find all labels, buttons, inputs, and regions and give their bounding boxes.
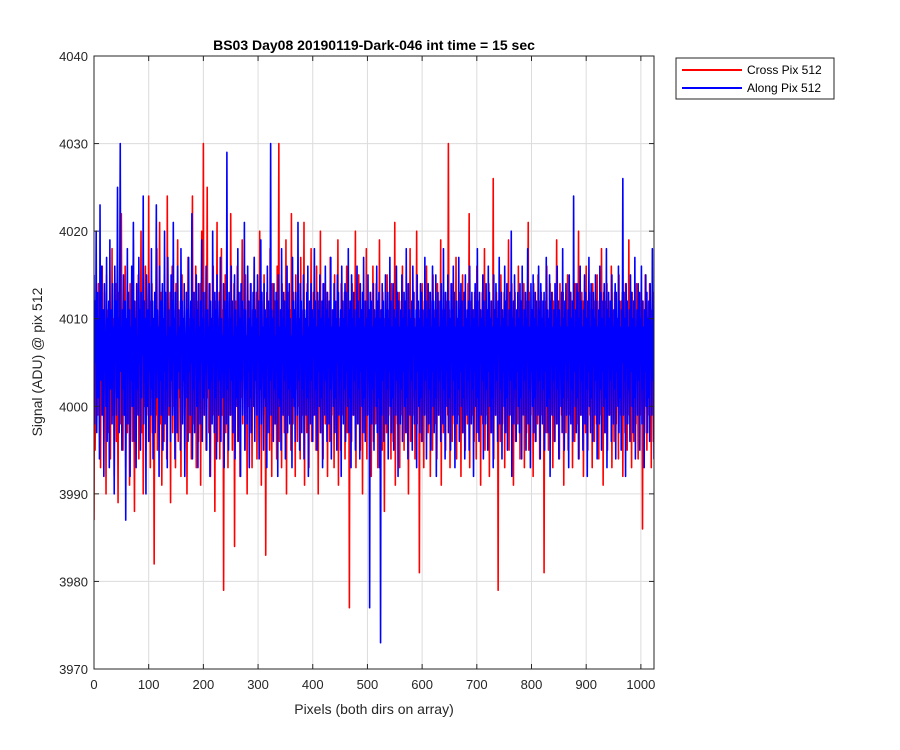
x-tick-label: 400: [302, 677, 324, 692]
series-layer: [94, 142, 654, 644]
x-tick-label: 600: [411, 677, 433, 692]
x-tick-label: 700: [466, 677, 488, 692]
legend-box: [675, 57, 835, 100]
y-tick-label: 3980: [59, 574, 88, 589]
x-axis-label: Pixels (both dirs on array): [294, 701, 454, 717]
legend-label-cross: Cross Pix 512: [747, 63, 822, 77]
x-tick-label: 0: [90, 677, 97, 692]
y-tick-label: 3990: [59, 487, 88, 502]
legend-label-along: Along Pix 512: [747, 81, 821, 95]
x-tick-label: 900: [575, 677, 597, 692]
x-tick-label: 500: [357, 677, 379, 692]
y-tick-label: 4020: [59, 224, 88, 239]
x-tick-label: 200: [193, 677, 215, 692]
y-tick-label: 4040: [59, 49, 88, 64]
y-tick-label: 4000: [59, 399, 88, 414]
y-tick-label: 4030: [59, 137, 88, 152]
y-tick-label: 4010: [59, 312, 88, 327]
ticks: 0 100 200 300 400 500 600 700 800 900 1000 3970 3980…: [59, 49, 655, 692]
y-axis-label: Signal (ADU) @ pix 512: [29, 287, 45, 436]
axes-box: [93, 55, 655, 670]
legend: Cross Pix 512 Along Pix 512: [675, 57, 835, 100]
series-line-along-pix-512: [94, 142, 654, 644]
x-tick-label: 100: [138, 677, 160, 692]
x-tick-label: 800: [521, 677, 543, 692]
x-tick-label: 300: [247, 677, 269, 692]
chart-title: BS03 Day08 20190119-Dark-046 int time = …: [213, 37, 535, 53]
x-tick-label: 1000: [626, 677, 655, 692]
y-tick-label: 3970: [59, 662, 88, 677]
